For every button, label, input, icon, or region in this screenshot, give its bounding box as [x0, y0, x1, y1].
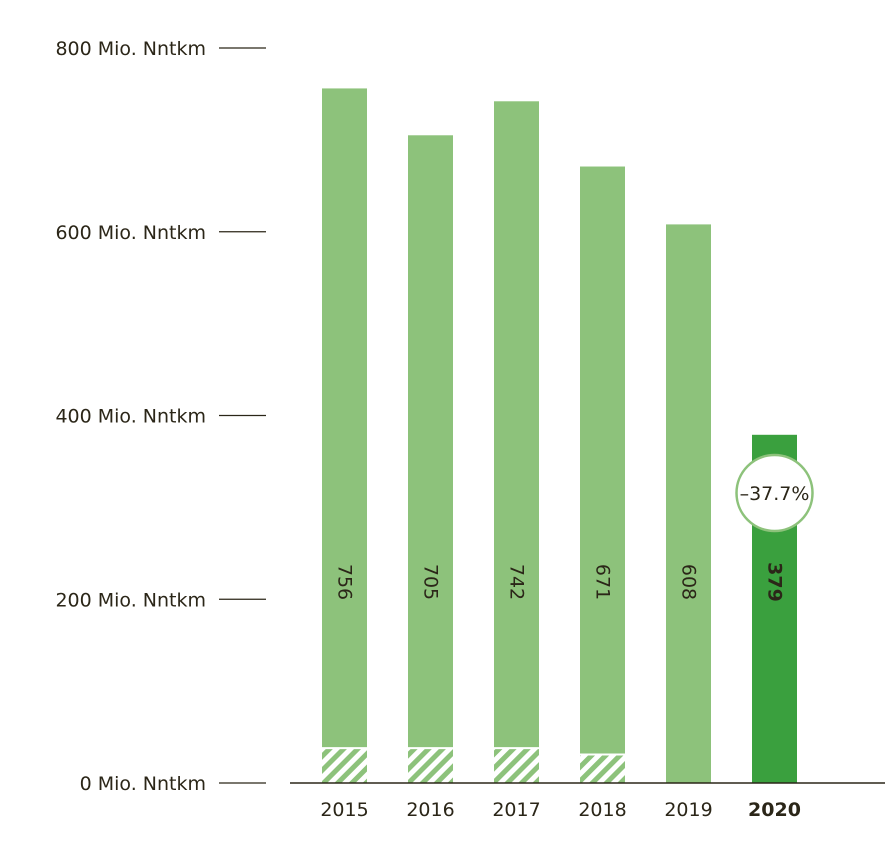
y-tick-label: 600 Mio. Nntkm [55, 222, 206, 244]
hatched-segment-2017 [494, 748, 539, 783]
bar-2017 [494, 101, 539, 784]
x-tick-label-2020: 2020 [748, 799, 801, 821]
y-tick-label: 200 Mio. Nntkm [55, 589, 206, 611]
y-axis: 0 Mio. Nntkm 200 Mio. Nntkm 400 Mio. Nntkm… [55, 38, 266, 795]
bar-2019 [666, 224, 711, 783]
hatched-segment-2015 [322, 748, 367, 783]
x-tick-label-2017: 2017 [492, 799, 540, 821]
bar-2016 [408, 135, 453, 783]
change-badge-circle [735, 453, 814, 533]
value-label-2020: 379 [764, 562, 786, 602]
x-tick-label-2018: 2018 [578, 799, 626, 821]
x-tick-label-2016: 2016 [406, 799, 454, 821]
y-tick-label: 0 Mio. Nntkm [80, 773, 206, 795]
value-label-2015: 756 [334, 564, 356, 600]
bar-2015 [322, 88, 367, 784]
hatched-segment-2016 [408, 748, 453, 783]
x-axis: 2015 2016 2017 2018 2019 2020 [290, 782, 885, 821]
bar-2018 [580, 166, 625, 784]
hatched-segment-2018 [580, 754, 625, 783]
value-label-2016: 705 [420, 564, 442, 600]
x-tick-label-2015: 2015 [320, 799, 368, 821]
bars-group: 756 705 742 671 608 379 [322, 88, 797, 784]
change-badge: –37.7% [735, 453, 814, 533]
y-tick-label: 400 Mio. Nntkm [55, 406, 206, 428]
y-tick-label: 800 Mio. Nntkm [55, 38, 206, 60]
x-tick-label-2019: 2019 [664, 799, 712, 821]
change-badge-text: –37.7% [740, 483, 810, 505]
value-label-2017: 742 [506, 564, 528, 600]
value-label-2018: 671 [592, 564, 614, 600]
value-label-2019: 608 [678, 564, 700, 600]
